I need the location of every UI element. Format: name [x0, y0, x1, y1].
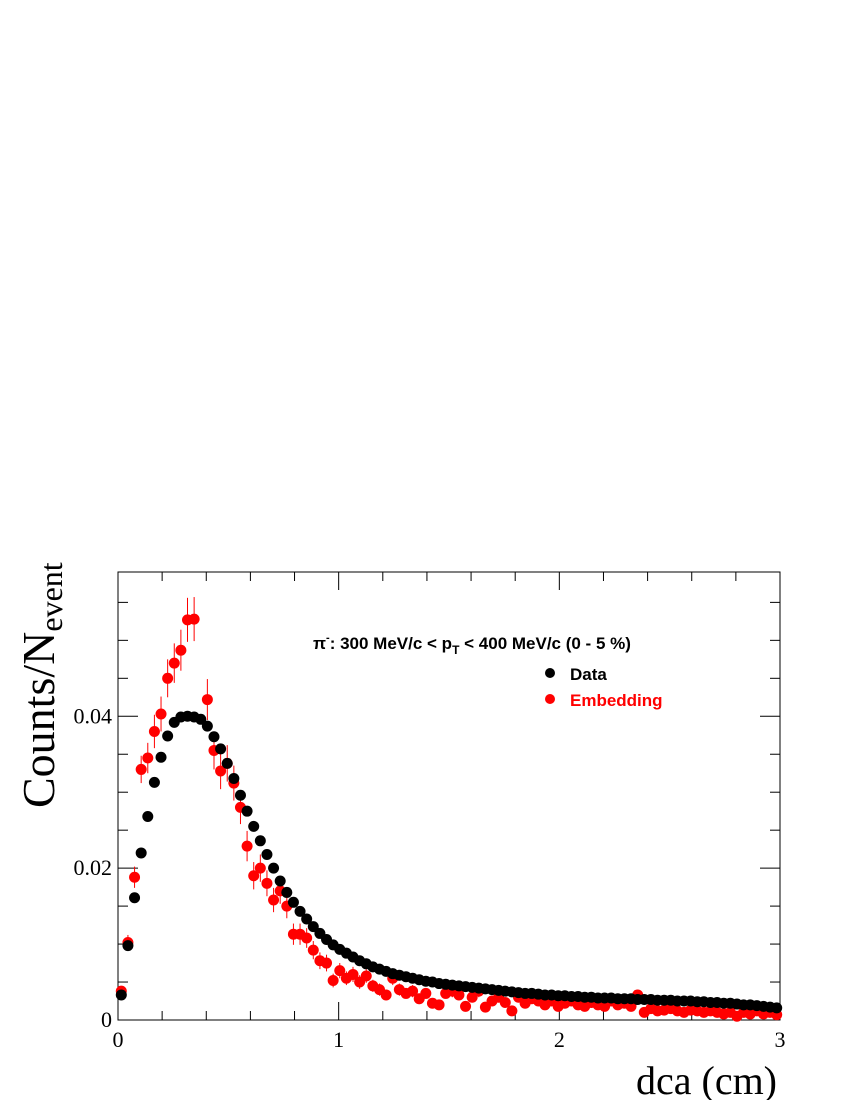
svg-text:Counts/Nevent: Counts/Nevent [13, 562, 69, 808]
data-point [228, 773, 240, 785]
svg-text:π-: 300 MeV/c < pT < 400 MeV/c: π-: 300 MeV/c < pT < 400 MeV/c (0 - 5 %) [313, 632, 631, 657]
y-axis-label: Counts/Nevent [13, 562, 69, 808]
embedding-point [215, 765, 227, 777]
embedding-point [254, 862, 266, 874]
data-point [221, 757, 233, 769]
embedding-point [248, 870, 260, 882]
embedding-point [380, 989, 392, 1001]
embedding-point [301, 932, 313, 944]
data-point [287, 896, 299, 908]
data-points [115, 597, 783, 1022]
data-point [771, 1002, 783, 1014]
axis-tick-labels: 0 1 2 3 0 0.02 0.04 [74, 703, 786, 1052]
data-point [307, 921, 319, 933]
legend: Data Embedding [545, 665, 663, 710]
embedding-point [347, 968, 359, 980]
data-point [115, 989, 127, 1001]
embedding-point [168, 657, 180, 669]
y-tick-label: 0.02 [74, 855, 113, 880]
embedding-point [321, 957, 333, 969]
annotation: π-: 300 MeV/c < pT < 400 MeV/c (0 - 5 %) [313, 632, 631, 657]
data-point [281, 886, 293, 898]
y-axis-label-main: Counts/N [13, 632, 64, 808]
embedding-point [129, 871, 141, 883]
y-tick-label: 0 [101, 1007, 112, 1032]
data-point [142, 811, 154, 823]
embedding-point [188, 613, 200, 625]
data-point [215, 743, 227, 755]
plot-frame [117, 571, 781, 1021]
x-tick-label: 3 [775, 1027, 786, 1052]
embedding-point [360, 970, 372, 982]
embedding-point [625, 1000, 637, 1012]
x-tick-label: 1 [333, 1027, 344, 1052]
legend-marker-data [545, 668, 555, 678]
legend-label-data: Data [570, 665, 607, 684]
data-point [301, 913, 313, 925]
annotation-sub: T [452, 643, 460, 657]
data-point [155, 751, 167, 763]
embedding-point [433, 999, 445, 1011]
data-point [294, 905, 306, 917]
data-point [148, 776, 160, 788]
embedding-point [162, 672, 174, 684]
data-point [122, 940, 134, 952]
data-point [248, 820, 260, 832]
embedding-point [460, 1000, 472, 1012]
data-point [274, 875, 286, 887]
embedding-point [327, 975, 339, 987]
data-point [261, 848, 273, 860]
embedding-point [307, 944, 319, 956]
embedding-point [142, 752, 154, 764]
x-axis-label: dca (cm) [636, 1058, 777, 1100]
annotation-text-a: : 300 MeV/c < p [330, 634, 452, 653]
y-tick-label: 0.04 [74, 703, 113, 728]
embedding-point [506, 1005, 518, 1017]
legend-label-embedding: Embedding [570, 691, 663, 710]
annotation-charge: - [326, 632, 330, 644]
embedding-point [241, 840, 253, 852]
data-point [254, 835, 266, 847]
annotation-text-b: < 400 MeV/c (0 - 5 %) [459, 634, 631, 653]
embedding-point [261, 877, 273, 889]
data-point [195, 713, 207, 725]
embedding-point [155, 708, 167, 720]
embedding-point [334, 965, 346, 977]
data-point [241, 805, 253, 817]
legend-marker-embedding [545, 694, 555, 704]
y-axis-label-sub: event [33, 562, 69, 631]
embedding-point [499, 997, 511, 1009]
x-tick-label: 0 [113, 1027, 124, 1052]
data-point [162, 730, 174, 742]
data-point [234, 789, 246, 801]
embedding-point [148, 725, 160, 737]
embedding-point [135, 763, 147, 775]
data-point [135, 847, 147, 859]
embedding-point [201, 694, 213, 706]
annotation-particle: π [313, 634, 326, 653]
data-point [129, 892, 141, 904]
embedding-point [268, 894, 280, 906]
embedding-point [420, 987, 432, 999]
embedding-point [407, 985, 419, 997]
embedding-point [453, 989, 465, 1001]
embedding-point [175, 644, 187, 656]
data-point [268, 862, 280, 874]
data-point [201, 720, 213, 732]
data-point [208, 731, 220, 743]
x-tick-label: 2 [554, 1027, 565, 1052]
